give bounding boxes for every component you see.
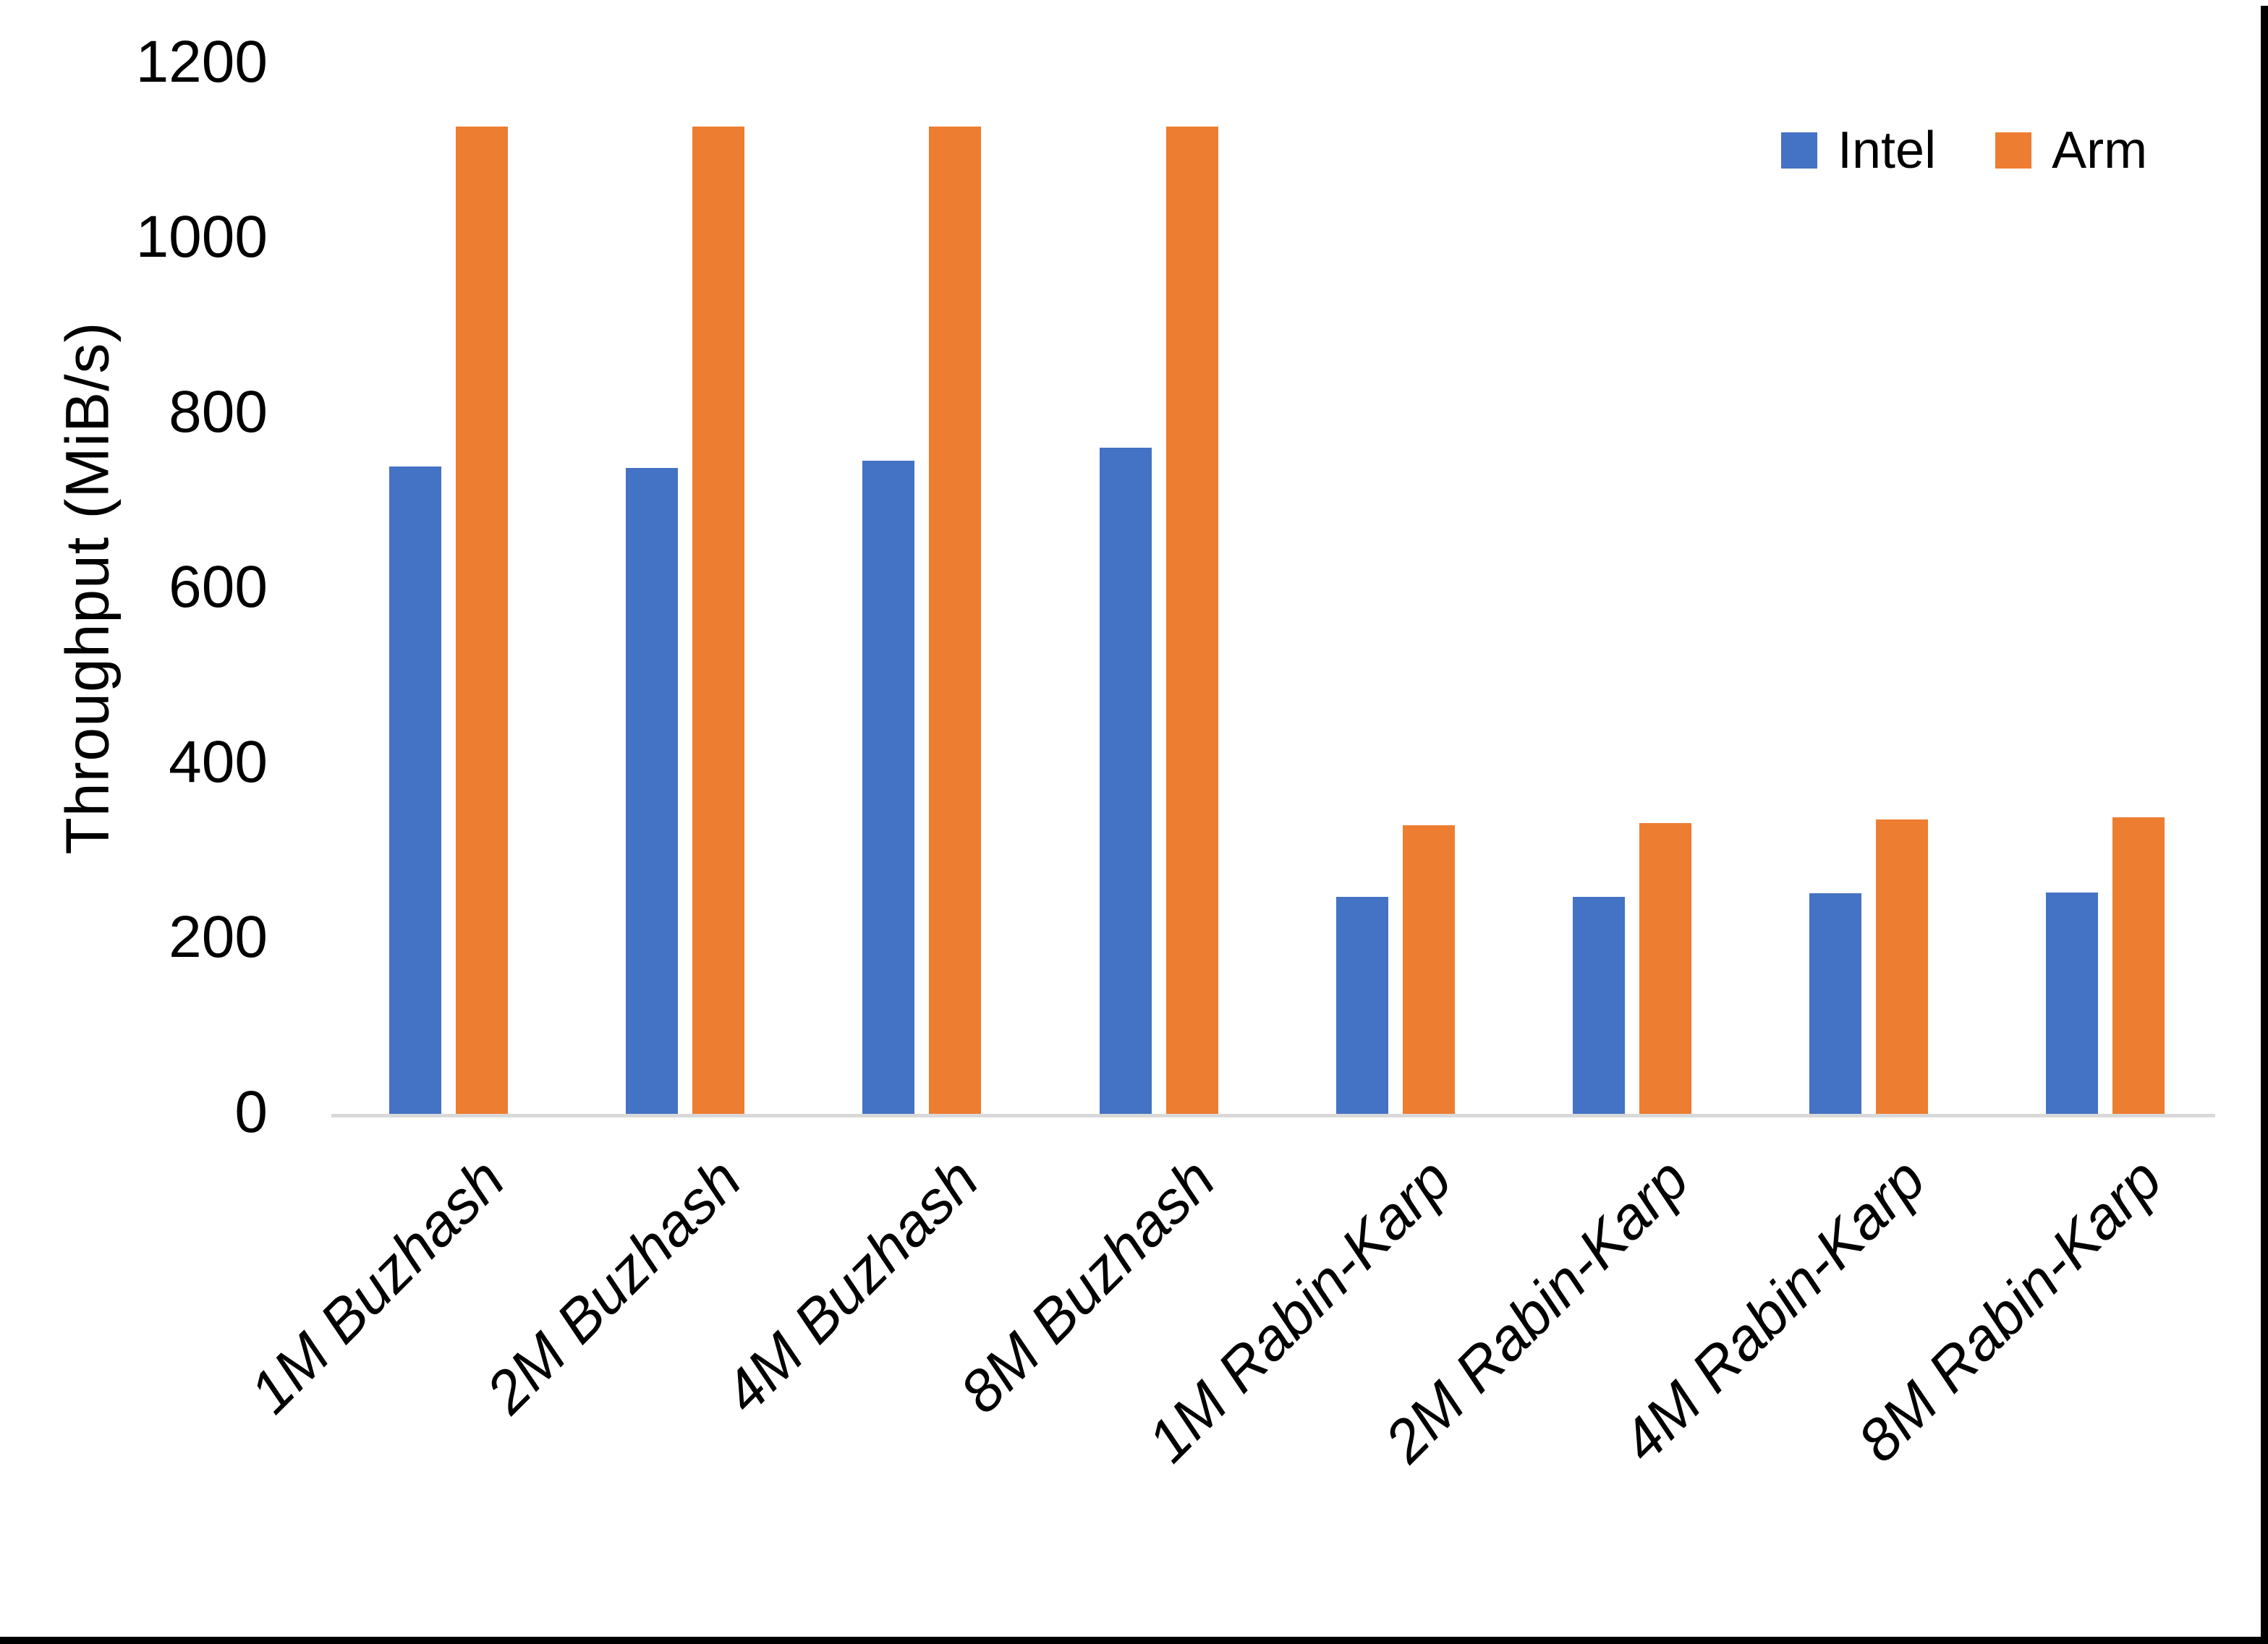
y-tick-label-400: 400 xyxy=(169,729,268,796)
y-tick-label-0: 0 xyxy=(234,1079,268,1146)
bar-arm-8m-rabin-karp xyxy=(2112,817,2165,1114)
bar-intel-4m-buzhash xyxy=(862,461,915,1114)
y-tick-label-800: 800 xyxy=(169,379,268,446)
legend-item-arm: Arm xyxy=(1995,124,2147,176)
image-bottom-border xyxy=(0,1637,2268,1644)
bar-arm-2m-rabin-karp xyxy=(1639,823,1691,1114)
y-tick-label-1000: 1000 xyxy=(135,204,268,271)
bar-intel-2m-buzhash xyxy=(626,468,679,1114)
x-label-4m-buzhash: 4M Buzhash xyxy=(710,1146,991,1426)
bar-arm-8m-buzhash xyxy=(1165,127,1218,1114)
x-axis-line xyxy=(331,1114,2215,1117)
x-label-1m-buzhash: 1M Buzhash xyxy=(237,1146,518,1426)
legend-label-arm: Arm xyxy=(2052,122,2148,179)
bar-arm-4m-rabin-karp xyxy=(1876,819,1929,1114)
y-tick-label-600: 600 xyxy=(169,554,268,621)
bar-arm-4m-buzhash xyxy=(929,127,982,1114)
bar-intel-8m-rabin-karp xyxy=(2046,892,2099,1114)
bar-intel-4m-rabin-karp xyxy=(1809,893,1862,1114)
y-tick-label-1200: 1200 xyxy=(135,29,268,95)
legend-item-intel: Intel xyxy=(1781,124,1936,176)
bar-intel-8m-buzhash xyxy=(1099,448,1152,1114)
bar-intel-1m-rabin-karp xyxy=(1335,896,1388,1114)
bar-intel-2m-rabin-karp xyxy=(1573,896,1625,1114)
x-label-2m-buzhash: 2M Buzhash xyxy=(474,1146,755,1426)
bar-intel-1m-buzhash xyxy=(389,466,441,1114)
legend: Intel Arm xyxy=(1781,124,2147,176)
bar-arm-1m-buzhash xyxy=(456,127,508,1114)
y-tick-label-200: 200 xyxy=(169,904,268,971)
intel-color-swatch xyxy=(1781,132,1817,169)
arm-color-swatch xyxy=(1995,132,2032,169)
legend-label-intel: Intel xyxy=(1838,122,1937,179)
bar-arm-1m-rabin-karp xyxy=(1402,825,1455,1114)
image-right-border xyxy=(2261,6,2268,1644)
bar-arm-2m-buzhash xyxy=(692,127,745,1114)
